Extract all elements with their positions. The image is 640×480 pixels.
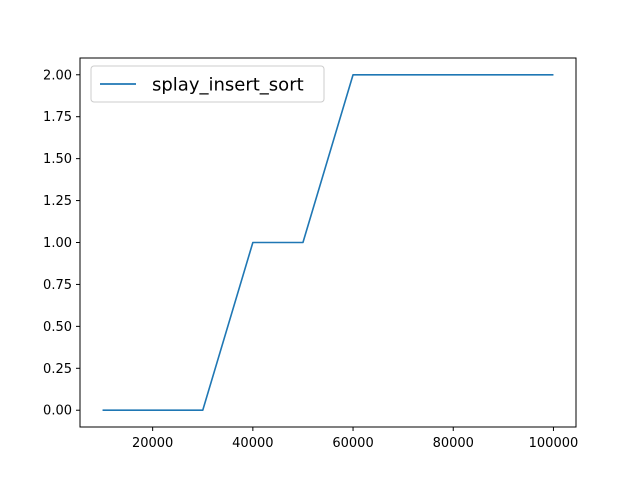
- y-tick-label: 1.75: [43, 110, 72, 125]
- y-tick-label: 1.25: [43, 194, 72, 209]
- y-tick-label: 1.50: [43, 152, 72, 167]
- legend: splay_insert_sort: [90, 65, 325, 103]
- x-tick-label: 100000: [529, 436, 579, 451]
- legend-label: splay_insert_sort: [152, 75, 304, 96]
- y-tick-label: 2.00: [43, 68, 72, 83]
- y-tick-label: 0.25: [43, 362, 72, 377]
- x-axis: 20000 40000 60000 80000 100000: [132, 427, 578, 451]
- x-tick-label: 80000: [433, 436, 474, 451]
- y-tick-label: 0.00: [43, 404, 72, 419]
- series-line: [102, 73, 554, 412]
- legend-box: [90, 65, 325, 103]
- x-tick-label: 20000: [132, 436, 173, 451]
- plot-frame: [79, 57, 577, 428]
- x-tick-label: 40000: [232, 436, 273, 451]
- y-tick-label: 0.50: [43, 320, 72, 335]
- x-tick-label: 60000: [332, 436, 373, 451]
- y-axis: 0.00 0.25 0.50 0.75 1.00 1.25 1.50 1.75 2.00: [43, 68, 80, 419]
- plot-marks: [102, 73, 554, 412]
- y-tick-label: 1.00: [43, 236, 72, 251]
- y-tick-label: 0.75: [43, 278, 72, 293]
